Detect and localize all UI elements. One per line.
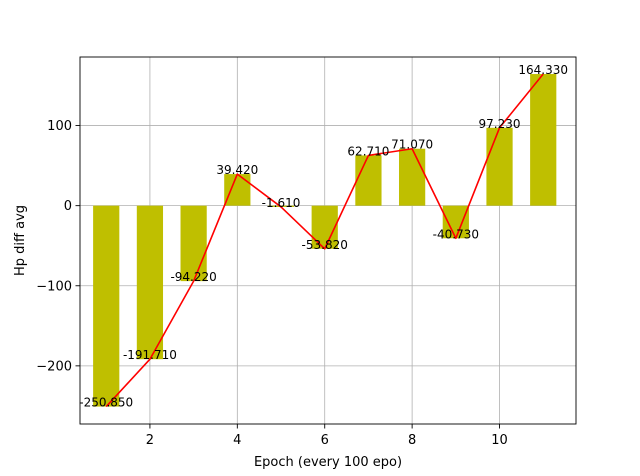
bar-3 (224, 174, 251, 206)
x-tick-label-0: 2 (146, 433, 154, 448)
bar-10 (530, 74, 557, 206)
plot-frame (79, 56, 577, 425)
bar-0 (93, 205, 120, 407)
data-label-2: -94.220 (170, 270, 216, 284)
x-tick-label-2: 6 (321, 433, 329, 448)
bar-6 (355, 155, 382, 206)
data-label-6: 62.710 (347, 144, 389, 158)
bar-2 (180, 205, 207, 282)
data-label-8: -40.730 (433, 227, 479, 241)
y-tick-label-3: 100 (47, 119, 72, 134)
trend-line (105, 73, 544, 408)
data-label-10: 164.330 (518, 63, 568, 77)
y-tick-label-2: 0 (64, 199, 72, 214)
data-label-1: -191.710 (123, 348, 177, 362)
y-axis-label: Hp diff avg (13, 205, 28, 276)
axes: 2 4 6 8 10 −200 −100 0 100 (36, 56, 577, 448)
x-tick-label-4: 10 (491, 433, 508, 448)
data-label-3: 39.420 (216, 163, 258, 177)
bars (93, 74, 557, 407)
x-tick-label-3: 8 (408, 433, 416, 448)
bar-5 (311, 205, 338, 249)
data-labels: -250.850 -191.710 -94.220 39.420 -1.610 -53.8… (79, 63, 568, 410)
x-tick-label-1: 4 (233, 433, 241, 448)
data-label-9: 97.230 (479, 117, 521, 131)
data-label-7: 71.070 (391, 138, 433, 152)
bar-7 (399, 148, 426, 206)
y-tick-label-1: −100 (36, 279, 72, 294)
data-label-0: -250.850 (79, 396, 133, 410)
data-label-5: -53.820 (302, 238, 348, 252)
x-axis-label: Epoch (every 100 epo) (254, 455, 402, 470)
bar-1 (136, 205, 164, 360)
y-tick-label-0: −200 (36, 359, 72, 374)
data-label-4: -1.610 (262, 196, 301, 210)
bar-9 (486, 127, 513, 206)
trend-line-series (105, 73, 544, 408)
